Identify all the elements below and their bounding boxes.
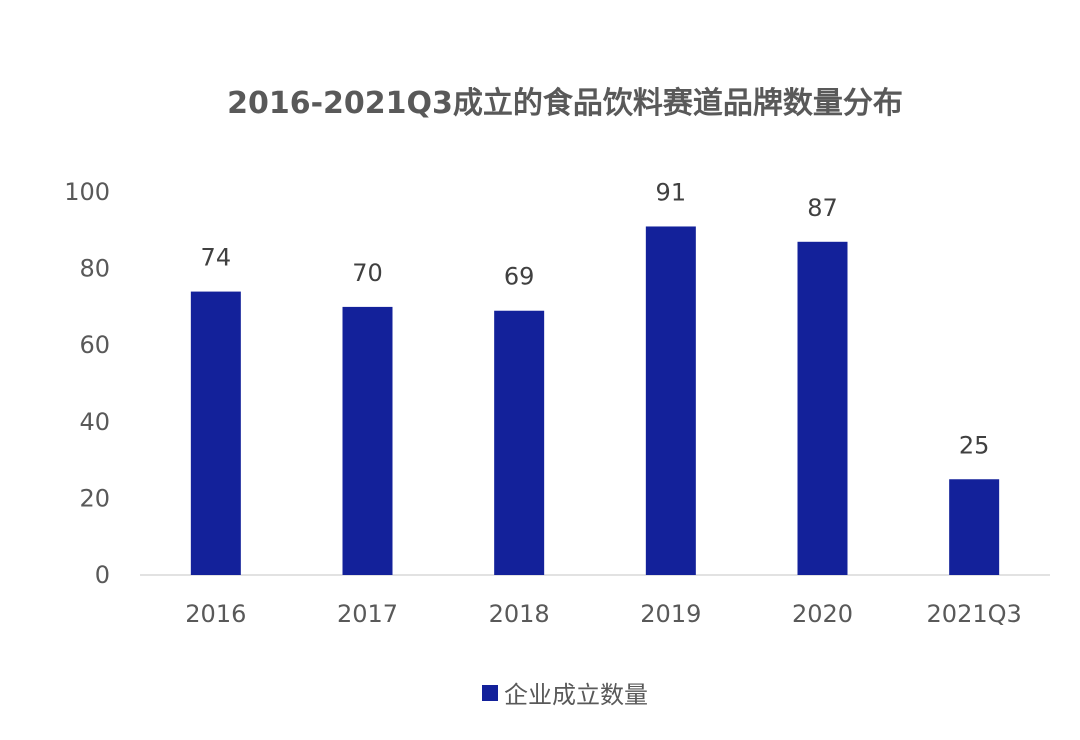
x-tick-label-2020: 2020	[792, 600, 853, 628]
x-tick-label-2016: 2016	[185, 600, 246, 628]
x-axis: 2016 2017 2018 2019 2020 2021Q3	[140, 574, 1050, 628]
bar-2019	[645, 226, 696, 575]
bar-2017	[342, 306, 393, 575]
x-tick-label-2018: 2018	[489, 600, 550, 628]
data-label-2019: 91	[656, 178, 687, 206]
legend: 企业成立数量	[0, 675, 1080, 710]
legend-label: 企业成立数量	[504, 681, 648, 709]
y-tick-label-80: 80	[79, 255, 110, 283]
bar-2018	[494, 310, 545, 575]
bars	[190, 226, 1000, 576]
x-tick-label-2017: 2017	[337, 600, 398, 628]
data-label-2020: 87	[807, 194, 838, 222]
data-label-2021Q3: 25	[959, 431, 990, 459]
bar-2016	[190, 291, 241, 575]
y-tick-label-100: 100	[64, 178, 110, 206]
chart-title: 2016-2021Q3成立的食品饮料赛道品牌数量分布	[227, 86, 903, 121]
data-labels: 74 70 69 91 87 25	[201, 178, 990, 459]
bar-2020	[797, 241, 848, 576]
data-label-2016: 74	[201, 244, 232, 272]
legend-swatch	[482, 684, 498, 701]
y-tick-label-20: 20	[79, 484, 110, 512]
y-axis: 0 20 40 60 80 100	[64, 178, 110, 589]
y-tick-label-60: 60	[79, 331, 110, 359]
y-tick-label-40: 40	[79, 408, 110, 436]
y-tick-label-0: 0	[95, 561, 110, 589]
data-label-2017: 70	[352, 259, 383, 287]
x-tick-label-2019: 2019	[640, 600, 701, 628]
bar-2021Q3	[949, 479, 1000, 575]
data-label-2018: 69	[504, 263, 535, 291]
x-tick-label-2021Q3: 2021Q3	[927, 600, 1022, 628]
